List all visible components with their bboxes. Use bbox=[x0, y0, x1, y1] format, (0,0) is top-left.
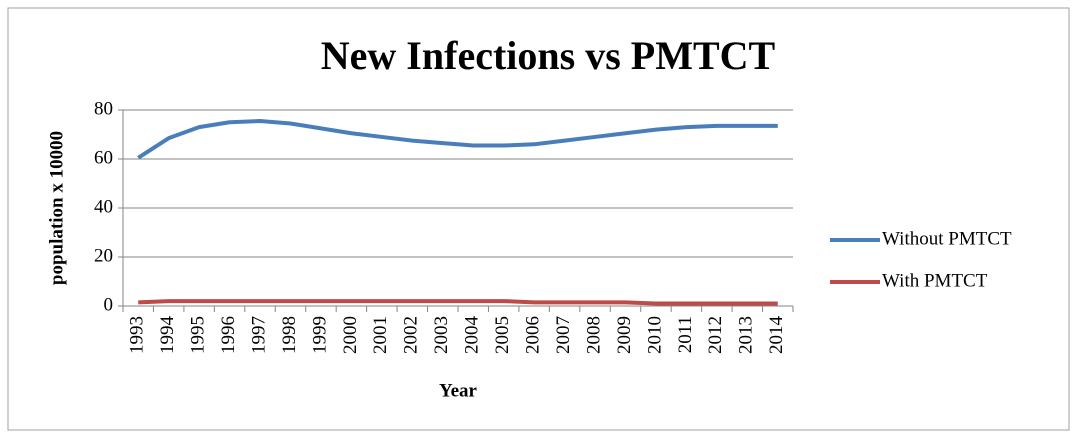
x-tick-label: 2010 bbox=[644, 316, 665, 354]
x-tick-label: 1995 bbox=[187, 316, 208, 354]
x-tick-label: 1997 bbox=[248, 316, 269, 354]
x-tick-label: 2000 bbox=[340, 316, 361, 354]
data-line bbox=[137, 119, 778, 160]
x-tick-label: 2009 bbox=[614, 316, 635, 354]
x-tick-label: 2004 bbox=[462, 316, 483, 355]
x-tick-label: 1998 bbox=[279, 316, 300, 354]
x-tick-label: 2006 bbox=[522, 316, 543, 354]
x-tick-label: 2013 bbox=[736, 316, 757, 354]
x-tick-label: 2011 bbox=[675, 316, 696, 353]
x-tick-label: 1999 bbox=[309, 316, 330, 354]
legend-label: With PMTCT bbox=[882, 270, 988, 291]
y-tick-label: 0 bbox=[104, 294, 114, 315]
legend-label: Without PMTCT bbox=[882, 228, 1012, 249]
data-line bbox=[138, 299, 778, 306]
y-tick-label: 80 bbox=[94, 98, 113, 119]
y-tick-label: 40 bbox=[94, 196, 113, 217]
x-tick-label: 2012 bbox=[705, 316, 726, 354]
y-axis-label: population x 10000 bbox=[46, 131, 67, 285]
x-tick-label: 2001 bbox=[370, 316, 391, 354]
x-tick-label: 2007 bbox=[553, 316, 574, 354]
x-tick-label: 2005 bbox=[492, 316, 513, 354]
x-tick-label: 2003 bbox=[431, 316, 452, 354]
chart-border bbox=[7, 7, 1070, 431]
x-tick-label: 1996 bbox=[218, 316, 239, 354]
x-tick-label: 2014 bbox=[766, 316, 787, 355]
x-tick-label: 1994 bbox=[157, 316, 178, 355]
chart-title: New Infections vs PMTCT bbox=[321, 33, 776, 78]
y-tick-label: 60 bbox=[94, 147, 113, 168]
x-axis-label: Year bbox=[439, 380, 478, 401]
x-tick-label: 2008 bbox=[583, 316, 604, 354]
x-tick-label: 1993 bbox=[127, 316, 148, 354]
y-tick-label: 20 bbox=[94, 245, 113, 266]
x-tick-label: 2002 bbox=[401, 316, 422, 354]
